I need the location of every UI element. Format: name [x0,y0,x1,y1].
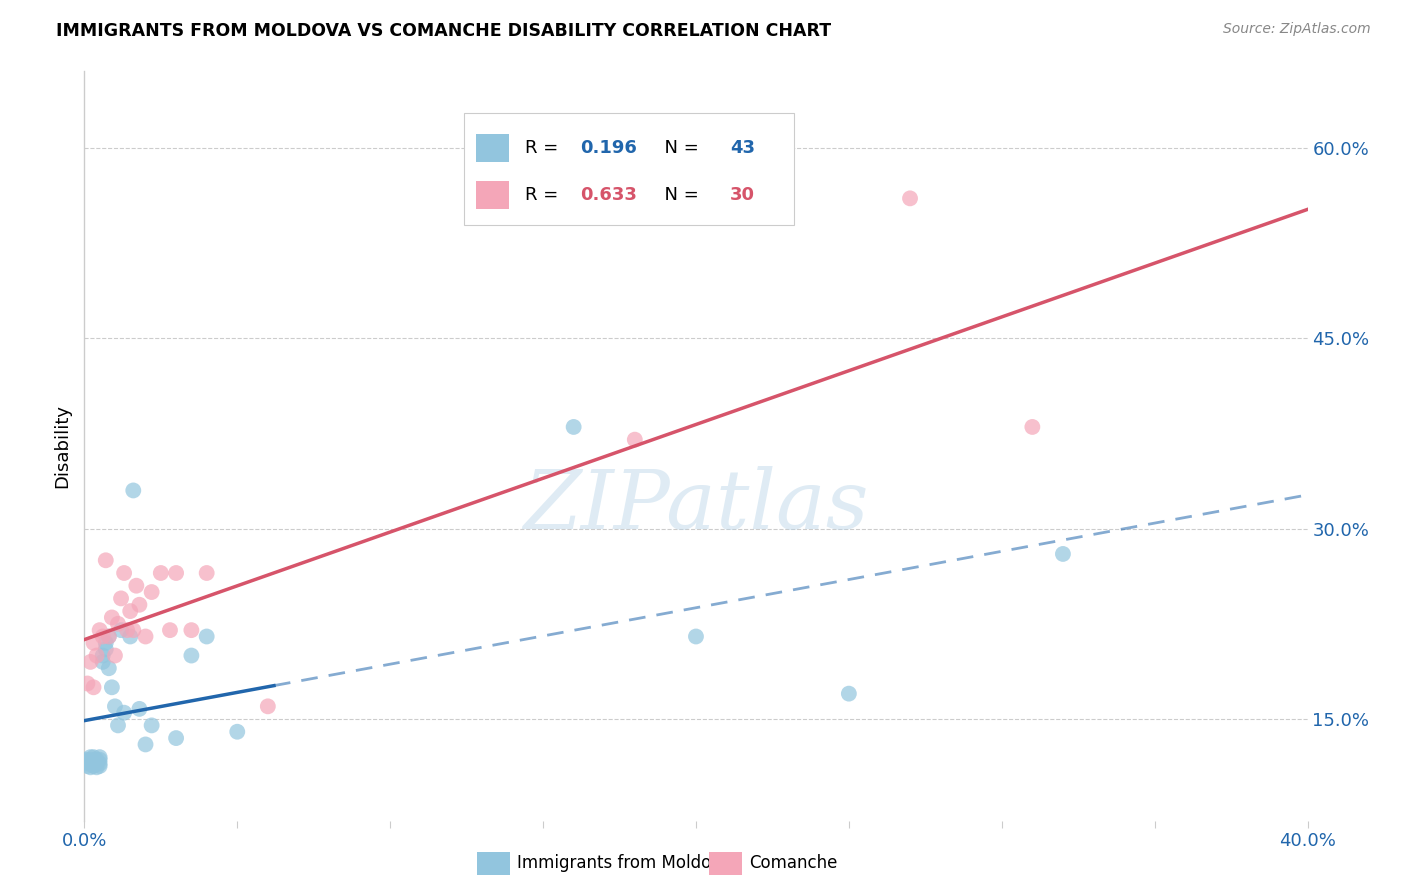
FancyBboxPatch shape [464,112,794,225]
FancyBboxPatch shape [475,181,509,210]
Point [86,753,108,767]
Point [91,655,114,669]
Point [94,642,117,657]
Point [165,731,187,745]
Point [86,648,108,663]
Text: 0.196: 0.196 [579,139,637,157]
Point [195,566,218,580]
Point [83,759,105,773]
Text: R =: R = [524,139,564,157]
Point [104,699,127,714]
Point [159,623,181,637]
Point [89,623,111,637]
Point [104,648,127,663]
Text: N =: N = [654,186,704,204]
Point [97,630,120,644]
Text: Comanche: Comanche [749,855,838,872]
Text: R =: R = [524,186,564,204]
Point [94,636,117,650]
Point [83,636,105,650]
Point [624,433,647,447]
Point [257,699,280,714]
Point [141,718,163,732]
Point [83,681,105,695]
Point [76,754,98,768]
Point [86,756,108,771]
Point [79,756,101,771]
Point [128,702,150,716]
Point [79,760,101,774]
Point [1052,547,1074,561]
Text: N =: N = [654,139,704,157]
Point [685,630,707,644]
Point [838,687,860,701]
Point [101,681,124,695]
Point [128,598,150,612]
Point [180,623,202,637]
Point [76,756,98,771]
Point [79,750,101,764]
Point [97,661,120,675]
Point [149,566,172,580]
Text: IMMIGRANTS FROM MOLDOVA VS COMANCHE DISABILITY CORRELATION CHART: IMMIGRANTS FROM MOLDOVA VS COMANCHE DISA… [56,22,831,40]
Point [135,630,157,644]
Point [83,754,105,768]
Point [125,579,148,593]
Point [110,591,132,606]
Point [115,623,138,637]
Point [112,706,135,720]
Point [898,191,921,205]
Point [94,553,117,567]
Point [91,630,114,644]
Point [76,676,98,690]
Text: 43: 43 [730,139,755,157]
Point [122,483,145,498]
Point [86,760,108,774]
Point [195,630,218,644]
Point [1021,420,1043,434]
Point [120,630,142,644]
Point [562,420,585,434]
Point [97,630,120,644]
Point [75,753,97,767]
Point [83,756,105,771]
Point [89,750,111,764]
Text: Source: ZipAtlas.com: Source: ZipAtlas.com [1223,22,1371,37]
Point [83,750,105,764]
Point [110,623,132,637]
Point [91,648,114,663]
Point [135,738,157,752]
Point [79,655,101,669]
FancyBboxPatch shape [475,134,509,162]
Point [101,610,124,624]
Point [226,724,249,739]
Point [165,566,187,580]
Point [76,759,98,773]
Point [141,585,163,599]
Y-axis label: Disability: Disability [53,404,72,488]
Text: ZIPatlas: ZIPatlas [523,466,869,546]
Text: Immigrants from Moldova: Immigrants from Moldova [517,855,731,872]
Point [89,753,111,767]
Point [120,604,142,618]
Point [89,756,111,771]
Point [112,566,135,580]
Point [180,648,202,663]
Point [79,753,101,767]
Text: 0.633: 0.633 [579,186,637,204]
Point [107,718,129,732]
Point [107,616,129,631]
Point [122,623,145,637]
Text: 30: 30 [730,186,755,204]
Point [89,759,111,773]
